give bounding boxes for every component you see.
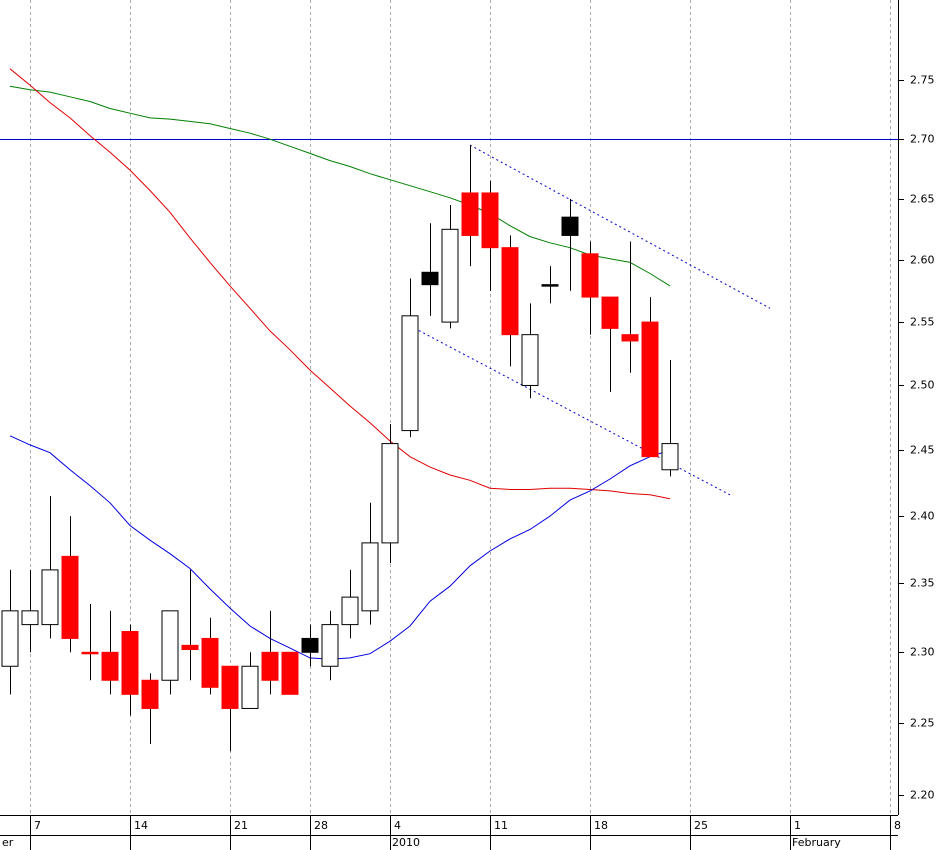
candle-body (441, 228, 459, 323)
candle-body (481, 192, 499, 249)
candle-body (181, 644, 199, 651)
x-tick-label: 28 (314, 819, 328, 832)
month-label: er (2, 836, 14, 849)
candle-body (201, 637, 219, 688)
x-tick-label: 8 (894, 819, 901, 832)
candle-body (281, 651, 299, 695)
candle-body (401, 315, 419, 432)
candle-body (301, 637, 319, 653)
x-tick-label: 18 (594, 819, 608, 832)
candle-body (641, 321, 659, 458)
y-tick-label: 2.65 (910, 193, 935, 206)
y-tick-label: 2.55 (910, 316, 935, 329)
x-tick-label: 14 (134, 819, 148, 832)
candle-body (81, 651, 99, 655)
candle-body (1, 610, 19, 667)
y-tick-label: 2.35 (910, 577, 935, 590)
y-tick-label: 2.45 (910, 444, 935, 457)
candle-body (321, 624, 339, 667)
x-tick-label: 11 (494, 819, 508, 832)
month-label: 2010 (392, 836, 420, 849)
candle-body (41, 569, 59, 626)
x-tick-label: 21 (234, 819, 248, 832)
candle-body (101, 651, 119, 681)
y-tick-label: 2.70 (910, 133, 935, 146)
candle-body (141, 679, 159, 709)
candle-body (381, 443, 399, 544)
moving-average-line (9, 85, 671, 287)
candle-body (261, 651, 279, 681)
candle-body (121, 631, 139, 695)
y-tick-label: 2.30 (910, 646, 935, 659)
x-tick-label: 25 (694, 819, 708, 832)
candle-body (661, 443, 679, 471)
x-tick-label: 7 (34, 819, 41, 832)
candle-body (561, 216, 579, 236)
candle-body (21, 610, 39, 626)
candle-body (621, 334, 639, 342)
candle-body (421, 271, 439, 286)
y-tick-label: 2.40 (910, 510, 935, 523)
candle-body (601, 296, 619, 329)
candle-body (241, 665, 259, 709)
moving-average-line (9, 435, 671, 660)
candle-body (581, 253, 599, 298)
trend-line (469, 144, 771, 309)
candle-body (341, 596, 359, 626)
moving-average-line (9, 68, 671, 500)
x-tick-label: 4 (394, 819, 401, 832)
candle-body (361, 542, 379, 612)
candle-body (461, 192, 479, 236)
y-tick-label: 2.75 (910, 74, 935, 87)
candle-body (501, 247, 519, 336)
month-label: February (792, 836, 841, 849)
candle-body (541, 284, 559, 287)
y-tick-label: 2.60 (910, 254, 935, 267)
x-tick-label: 1 (794, 819, 801, 832)
candle-body (521, 334, 539, 386)
y-tick-label: 2.25 (910, 717, 935, 730)
candle-body (61, 555, 79, 639)
candle-body (161, 610, 179, 681)
y-tick-label: 2.50 (910, 379, 935, 392)
y-tick-label: 2.20 (910, 789, 935, 802)
candle-body (221, 665, 239, 709)
